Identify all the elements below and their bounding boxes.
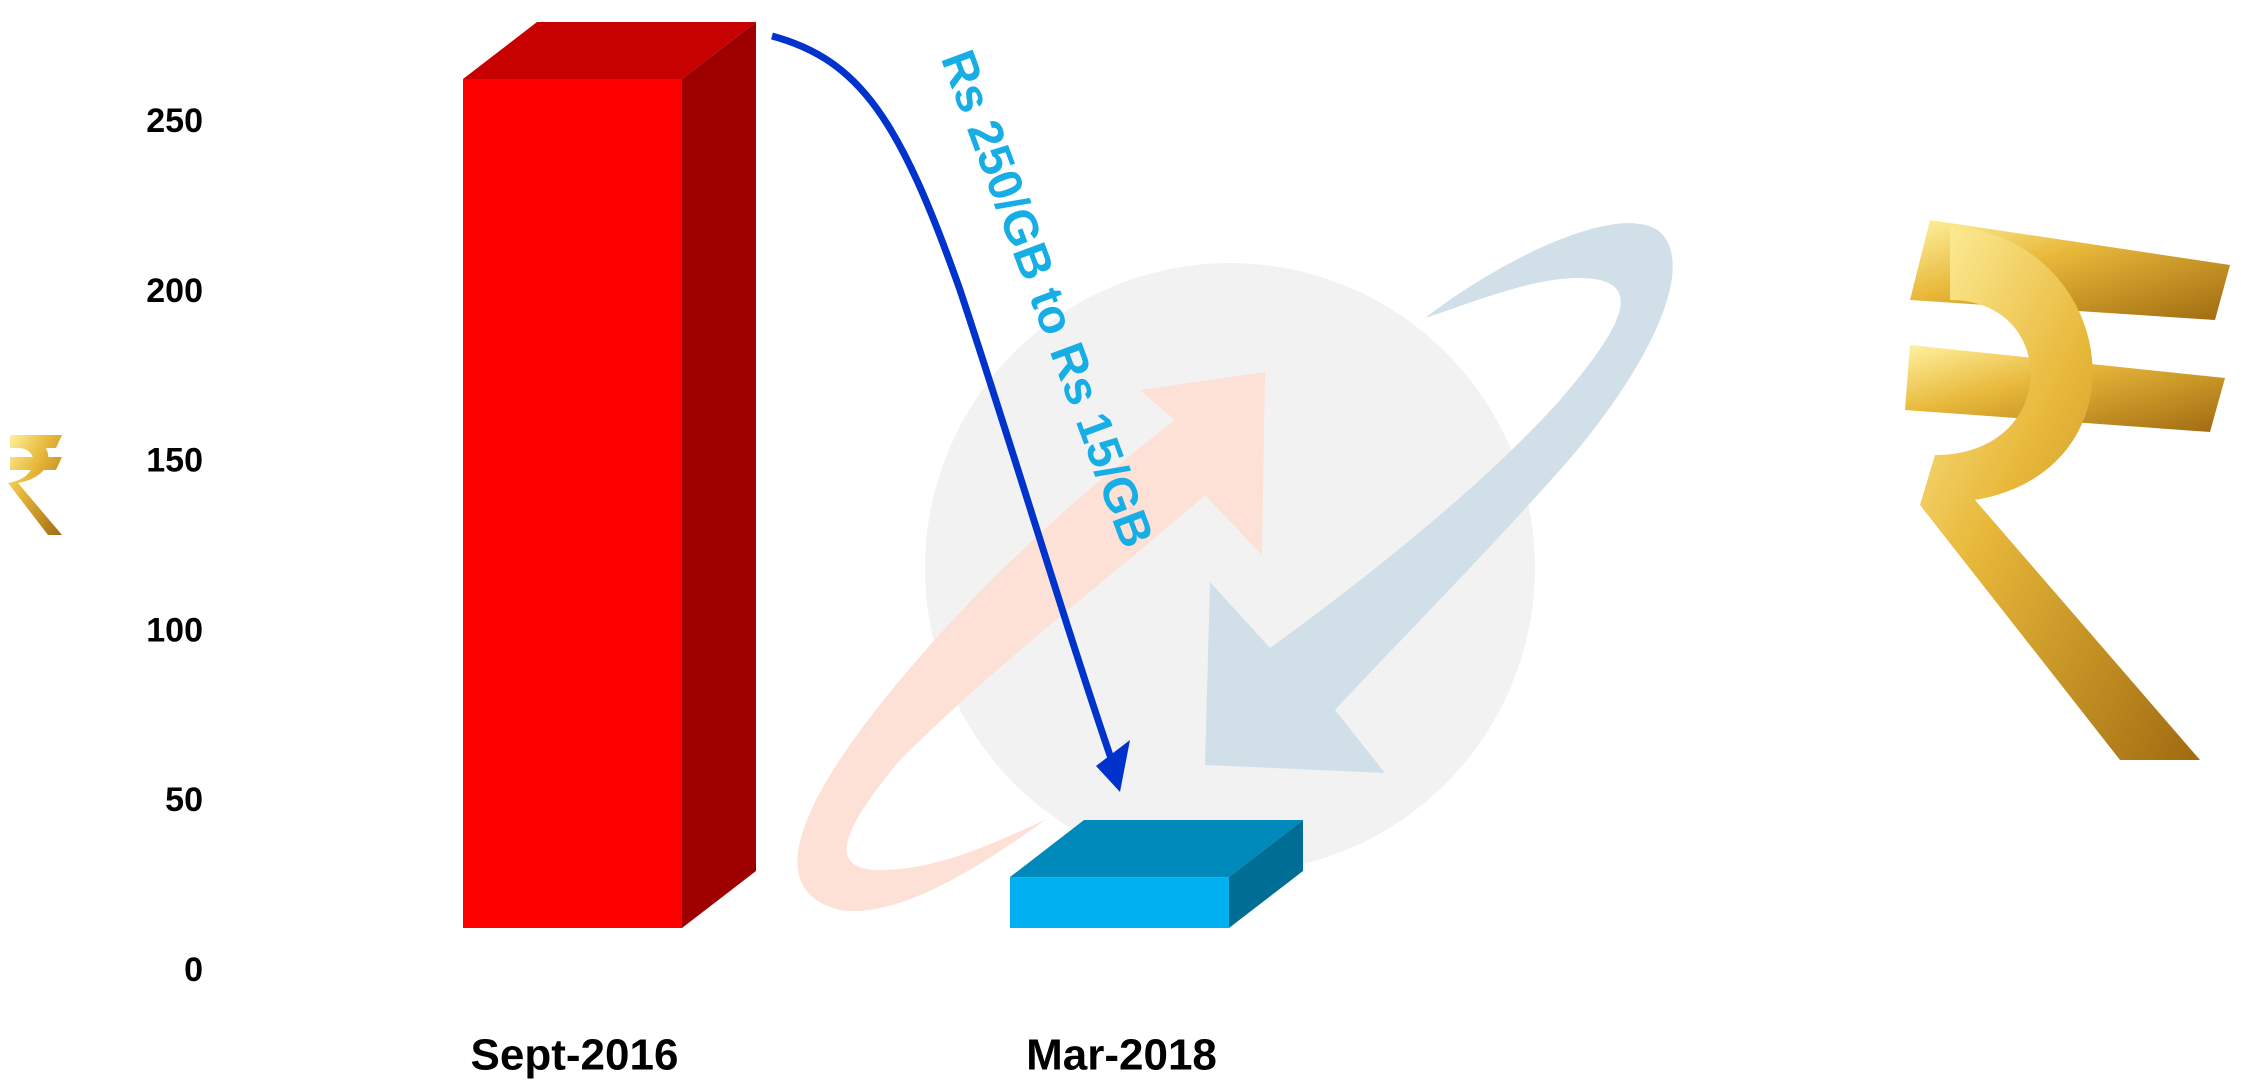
y-tick-label: 0 <box>184 951 203 989</box>
y-tick-label: 250 <box>146 102 203 140</box>
rupee-icon-large <box>1905 220 2230 760</box>
x-tick-label: Sept-2016 <box>471 1031 679 1080</box>
background-logo <box>797 223 1672 911</box>
bar-side <box>682 22 756 928</box>
y-tick-label: 100 <box>146 611 203 649</box>
y-tick-label: 200 <box>146 272 203 310</box>
y-tick-label: 50 <box>165 781 203 819</box>
y-tick-label: 150 <box>146 442 203 480</box>
bar <box>1010 877 1229 928</box>
rupee-icon-small <box>8 435 62 535</box>
chart: 050100150200250Sept-2016Mar-2018Rs 250/G… <box>0 0 2241 1088</box>
bar <box>463 79 682 928</box>
x-tick-label: Mar-2018 <box>1026 1031 1217 1080</box>
